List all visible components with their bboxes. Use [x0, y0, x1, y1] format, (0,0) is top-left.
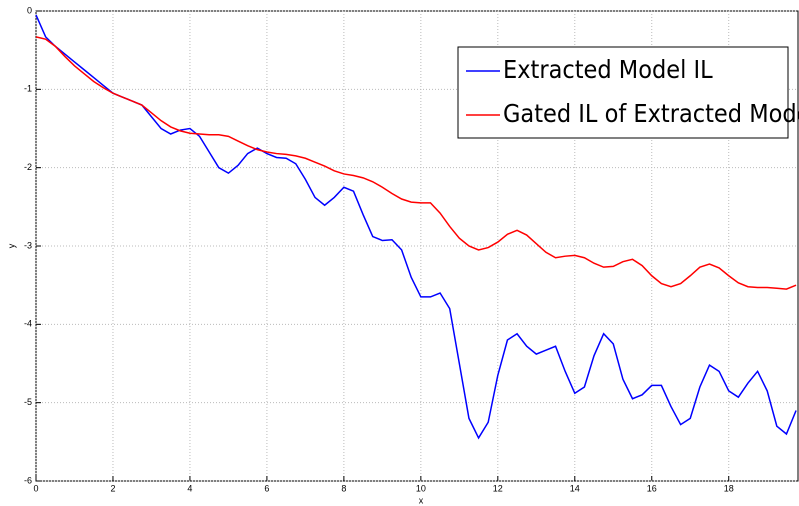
x-tick-label: 8	[341, 483, 346, 493]
series-line	[35, 14, 797, 440]
x-tick-label: 6	[264, 483, 269, 493]
y-tick-label: -1	[24, 84, 32, 94]
x-tick-label: 16	[647, 483, 657, 493]
y-tick-label: -3	[24, 240, 32, 250]
legend-label: Extracted Model IL	[503, 55, 713, 84]
y-tick-label: -5	[24, 397, 32, 407]
x-tick-label: 18	[724, 483, 734, 493]
x-tick-label: 4	[187, 483, 192, 493]
legend-box	[457, 46, 789, 139]
legend-label: Gated IL of Extracted Model	[503, 99, 799, 128]
x-tick-label: 2	[110, 483, 115, 493]
x-tick-label: 10	[416, 483, 426, 493]
y-tick-label: -6	[24, 475, 32, 485]
x-tick-label: 12	[493, 483, 503, 493]
series-line	[35, 36, 797, 290]
y-axis-label: y	[6, 243, 16, 248]
x-tick-label: 14	[570, 483, 580, 493]
y-tick-label: -4	[24, 319, 32, 329]
x-axis-label: x	[419, 495, 424, 505]
y-tick-label: 0	[27, 5, 32, 15]
y-tick-label: -2	[24, 162, 32, 172]
x-tick-label: 0	[33, 483, 38, 493]
